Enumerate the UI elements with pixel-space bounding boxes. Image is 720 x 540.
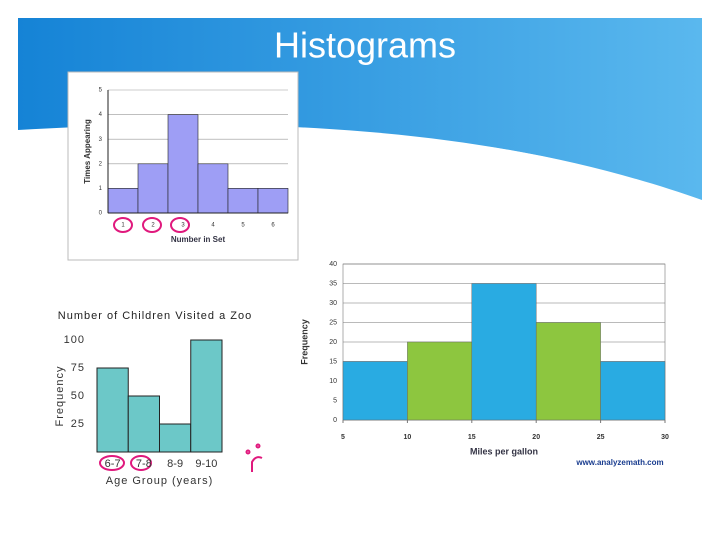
bar (127, 395, 160, 453)
x-tick-label: 7-8 (136, 458, 152, 470)
bar (107, 188, 139, 214)
x-tick-label: 9-10 (195, 458, 217, 470)
bar (257, 188, 289, 214)
y-tick-label: 5 (99, 88, 103, 94)
y-tick-label: 50 (71, 390, 85, 402)
bar (137, 163, 169, 214)
y-tick-label: 25 (71, 418, 85, 430)
x-tick-label: 5 (341, 434, 345, 441)
bar (227, 188, 259, 214)
y-tick-label: 25 (329, 319, 337, 326)
decor-line (299, 137, 703, 211)
x-tick-label: 5 (241, 223, 245, 229)
y-tick-label: 15 (329, 358, 337, 365)
y-tick-label: 10 (329, 378, 337, 385)
x-tick-label: 4 (211, 223, 215, 229)
header-band (18, 18, 702, 200)
y-tick-label: 0 (99, 211, 103, 217)
x-tick-label: 8-9 (167, 458, 183, 470)
x-tick-label: 6 (271, 223, 275, 229)
x-axis-label: Age Group (years) (106, 475, 213, 487)
bar (600, 361, 666, 421)
x-tick-label: 10 (404, 434, 412, 441)
bar (471, 283, 537, 421)
y-axis-label: Frequency (299, 319, 309, 365)
x-tick-label: 15 (468, 434, 476, 441)
source-note: www.analyzemath.com (575, 458, 663, 467)
x-tick-label: 25 (597, 434, 605, 441)
bar (159, 423, 192, 453)
y-axis-label: Times Appearing (83, 119, 92, 184)
x-tick-label: 2 (151, 223, 155, 229)
y-tick-label: 3 (99, 137, 103, 143)
chart-title: Number of Children Visited a Zoo (58, 310, 252, 322)
y-tick-label: 5 (333, 397, 337, 404)
x-tick-label: 3 (181, 223, 185, 229)
bar (96, 367, 129, 453)
y-tick-label: 4 (99, 112, 103, 118)
y-tick-label: 20 (329, 339, 337, 346)
x-tick-label: 6-7 (105, 458, 121, 470)
x-axis-label: Miles per gallon (470, 446, 538, 456)
bar (190, 339, 223, 453)
x-tick-label: 20 (532, 434, 540, 441)
y-axis-label: Frequency (54, 366, 66, 427)
y-tick-label: 30 (329, 300, 337, 307)
x-tick-label: 1 (121, 223, 125, 229)
bar (535, 322, 601, 421)
y-tick-label: 35 (329, 280, 337, 287)
y-tick-label: 75 (71, 362, 85, 374)
bar (407, 341, 473, 421)
y-tick-label: 1 (99, 186, 103, 192)
annotations (99, 217, 263, 472)
x-tick-label: 30 (661, 434, 669, 441)
x-axis-label: Number in Set (171, 235, 226, 244)
bar (167, 114, 199, 214)
y-tick-label: 2 (99, 161, 103, 167)
y-tick-label: 100 (64, 334, 85, 346)
y-tick-label: 0 (333, 417, 337, 424)
bar (342, 361, 408, 421)
slide-title: Histograms (274, 25, 456, 66)
bar (197, 163, 229, 214)
y-tick-label: 40 (329, 261, 337, 268)
